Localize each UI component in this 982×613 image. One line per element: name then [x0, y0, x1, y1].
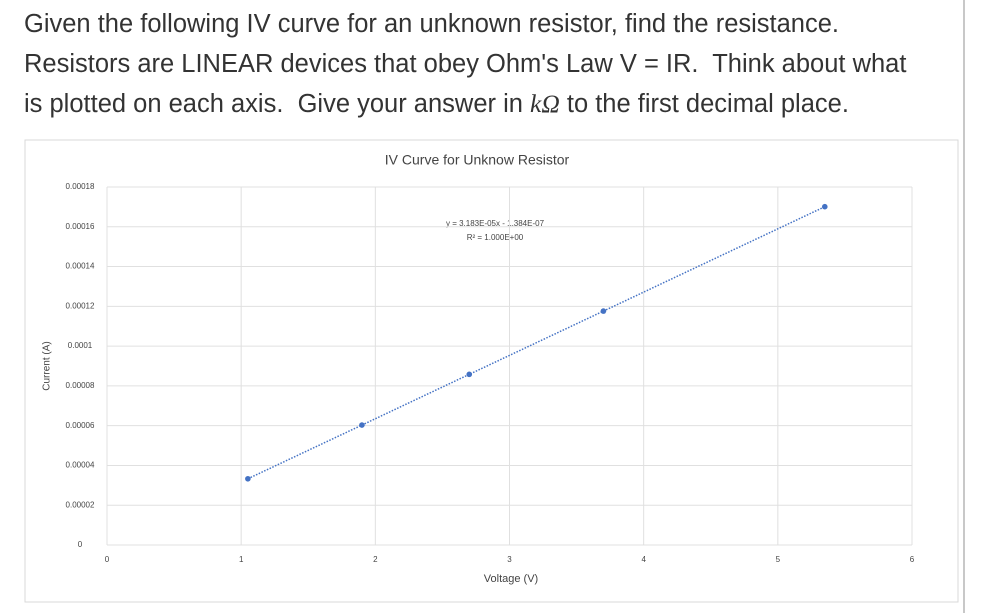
x-tick-label: 0	[105, 555, 110, 564]
trendline-equation: y = 3.183E-05x - 1.384E-07	[446, 219, 545, 228]
x-tick-label: 5	[776, 555, 781, 564]
x-tick-label: 3	[507, 555, 512, 564]
unit: kΩ	[530, 89, 560, 118]
x-tick-label: 1	[239, 555, 244, 564]
question-text: to the first decimal place.	[559, 90, 849, 118]
question-text: is plotted on each axis. Give your answe…	[24, 90, 531, 118]
question: Given the following IV curve for an unkn…	[24, 4, 906, 124]
y-tick-label: 0.00012	[66, 301, 95, 310]
y-tick-label: 0	[78, 540, 83, 549]
y-axis-label: Current (A)	[42, 341, 53, 390]
x-tick-label: 6	[910, 555, 915, 564]
trendline	[247, 206, 826, 480]
y-tick-label: 0.00002	[66, 500, 95, 509]
question-line: Resistors are LINEAR devices that obey O…	[24, 50, 907, 78]
chart-title: IV Curve for Unknow Resistor	[385, 152, 570, 168]
point	[245, 475, 251, 482]
question-line: is plotted on each axis. Give your answe…	[24, 84, 906, 124]
y-tick-label: 0.0001	[68, 341, 93, 350]
y-tick-label: 0.00018	[66, 182, 95, 191]
y-tick-label: 0.00014	[66, 262, 95, 271]
point	[600, 308, 607, 314]
x-axis-label: Voltage (V)	[484, 573, 538, 585]
y-tick-label: 0.00004	[66, 461, 95, 470]
point	[359, 422, 365, 428]
point	[466, 371, 473, 378]
x-tick-label: 4	[641, 555, 646, 564]
x-tick-label: 2	[373, 555, 378, 564]
divider	[963, 0, 965, 613]
point	[821, 203, 828, 210]
y-tick-label: 0.00008	[66, 381, 95, 390]
y-tick-label: 0.00016	[66, 222, 95, 231]
trendline-r2: R² = 1.000E+00	[467, 233, 524, 242]
question-line: Given the following IV curve for an unkn…	[24, 10, 840, 38]
y-tick-label: 0.00006	[66, 421, 95, 430]
